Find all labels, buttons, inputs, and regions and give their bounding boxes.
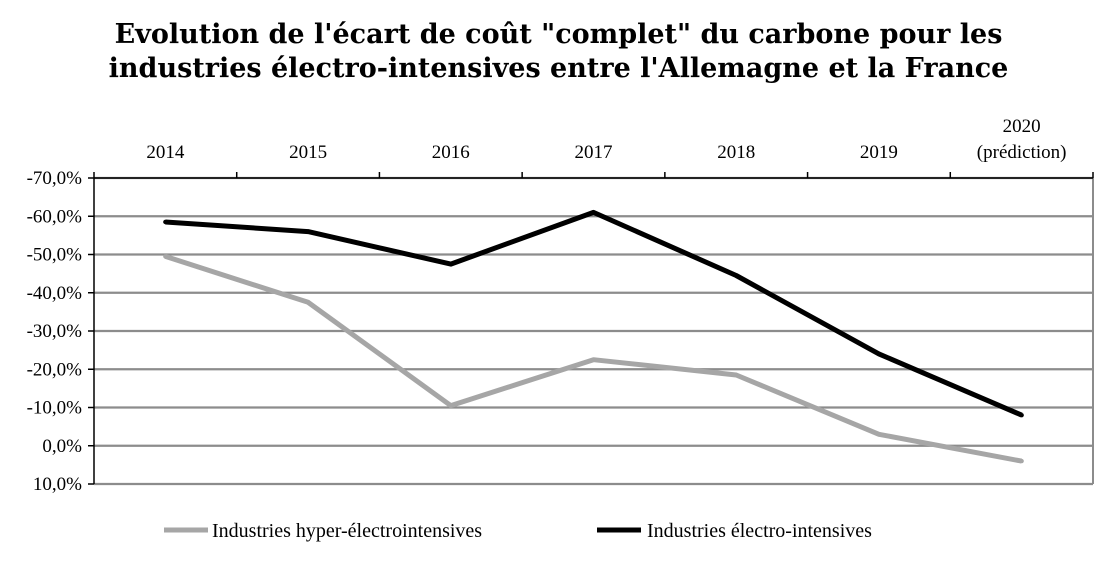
chart-title: Evolution de l'écart de coût "complet" d… [0, 18, 1117, 86]
x-tick-label: 2020 [1003, 116, 1041, 137]
data-point [734, 372, 739, 378]
y-tick-label: -30,0% [27, 321, 83, 342]
x-tick-label: 2016 [432, 142, 470, 163]
x-tick-label: (prédiction) [977, 142, 1067, 163]
data-point [876, 351, 882, 357]
chart-title-line-2: industries électro-intensives entre l'Al… [108, 53, 1009, 84]
legend-label: Industries hyper-électrointensives [212, 520, 482, 542]
data-point [734, 273, 739, 278]
x-tick-label: 2018 [717, 142, 755, 163]
data-point [305, 229, 311, 234]
x-axis: 2014 2015 2016 2017 2018 2019 2020 (prédiction) [93, 116, 1094, 179]
y-tick-label: -50,0% [27, 245, 83, 266]
series-lines [163, 209, 1024, 464]
y-axis: -70,0% -60,0% -50,0% -40,0% -30,0% -20,0% -10,… [27, 168, 94, 495]
series-line-1 [165, 209, 1023, 418]
data-point [448, 403, 453, 408]
gridlines [94, 176, 1093, 486]
y-tick-label: 0,0% [42, 436, 82, 457]
y-tick-label: -20,0% [27, 359, 83, 380]
data-point [591, 210, 596, 215]
data-point [448, 261, 453, 267]
data-point [1019, 458, 1024, 464]
data-point [1019, 412, 1024, 418]
data-point [876, 432, 882, 437]
y-tick-label: 10,0% [33, 474, 82, 495]
data-point [305, 300, 311, 305]
chart-title-line-1: Evolution de l'écart de coût "complet" d… [114, 19, 1003, 50]
legend: Industries hyper-électrointensives Indust… [164, 520, 872, 542]
y-tick-label: -10,0% [27, 398, 83, 419]
data-point [163, 219, 168, 225]
y-tick-label: -70,0% [27, 168, 83, 189]
data-point [163, 254, 168, 259]
y-tick-label: -40,0% [27, 283, 83, 304]
x-tick-label: 2019 [860, 142, 898, 163]
x-tick-label: 2015 [289, 142, 327, 163]
x-tick-label: 2014 [146, 142, 185, 163]
x-tick-label: 2017 [575, 142, 613, 163]
data-point [591, 357, 596, 362]
y-tick-label: -60,0% [27, 206, 83, 227]
legend-label: Industries électro-intensives [647, 520, 872, 542]
